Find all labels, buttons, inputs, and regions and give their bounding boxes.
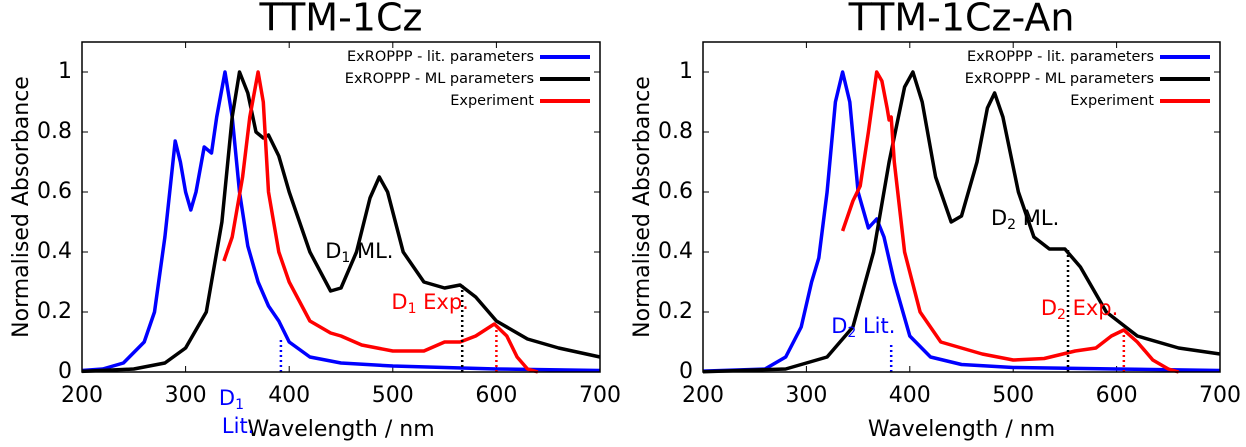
legend-label: ExROPPP - lit. parameters	[347, 49, 534, 65]
annotation: D2 ML.	[991, 206, 1059, 233]
annotation-text: D	[219, 386, 235, 410]
data-line	[81, 70, 601, 373]
x-axis-label: Wavelength / nm	[247, 417, 434, 442]
x-tick-label: 400	[889, 383, 931, 408]
annotation-suffix: Exp.	[1066, 296, 1118, 320]
x-tick-label: 500	[992, 383, 1034, 408]
annotation-sub: 1	[341, 250, 350, 266]
y-tick-label: 0.2	[658, 299, 693, 324]
y-tick-label: 0	[679, 359, 693, 384]
annotation: D2 Exp.	[1041, 296, 1118, 323]
annotation-sub: 1	[235, 397, 244, 413]
legend-label: Experiment	[450, 93, 534, 109]
x-tick-label: 600	[475, 383, 517, 408]
annotation-text: D	[991, 206, 1007, 230]
data-line	[702, 70, 1221, 373]
annotation-text: D	[391, 290, 407, 314]
annotation: D2 Lit.	[831, 314, 895, 341]
x-tick-label: 300	[165, 383, 207, 408]
chart-title: TTM-1Cz-An	[848, 0, 1075, 40]
annotation-suffix: Exp.	[416, 290, 468, 314]
x-tick-label: 600	[1096, 383, 1138, 408]
y-tick-label: 0.4	[658, 239, 693, 264]
data-line	[702, 70, 1221, 374]
x-tick-label: 400	[268, 383, 310, 408]
y-axis-label: Normalised Absorbance	[630, 76, 655, 338]
y-tick-label: 0.8	[37, 119, 72, 144]
annotation-text: D	[1041, 296, 1057, 320]
legend-label: ExROPPP - ML parameters	[965, 71, 1154, 87]
annotation-suffix: Lit.	[222, 414, 254, 438]
annotation-text: D	[831, 314, 847, 338]
annotation: D1 Exp.	[391, 290, 468, 317]
x-tick-label: 300	[785, 383, 827, 408]
annotation-sub: 2	[847, 325, 856, 341]
plot-frame	[81, 41, 601, 373]
x-tick-label: 200	[61, 383, 103, 408]
x-tick-label: 500	[372, 383, 414, 408]
annotation: D1 ML.	[325, 239, 393, 266]
x-axis-label: Wavelength / nm	[868, 417, 1055, 442]
annotation-sub: 1	[408, 301, 417, 317]
y-tick-label: 0	[58, 359, 72, 384]
data-line	[81, 70, 601, 374]
y-tick-label: 1	[58, 59, 72, 84]
plot-frame	[702, 41, 1221, 373]
legend-label: ExROPPP - ML parameters	[345, 71, 534, 87]
x-tick-label: 700	[1199, 383, 1241, 408]
x-tick-label: 200	[682, 383, 724, 408]
y-tick-label: 0.8	[658, 119, 693, 144]
x-tick-label: 700	[579, 383, 621, 408]
annotation: D1 Lit.	[219, 386, 254, 438]
annotation-sub: 2	[1057, 307, 1066, 323]
y-axis-label: Normalised Absorbance	[9, 76, 34, 338]
legend-label: Experiment	[1070, 93, 1154, 109]
y-tick-label: 0.6	[37, 179, 72, 204]
annotation-suffix: ML.	[1016, 206, 1059, 230]
y-tick-label: 0.6	[658, 179, 693, 204]
annotation-text: D	[325, 239, 341, 263]
legend-label: ExROPPP - lit. parameters	[967, 49, 1154, 65]
y-tick-label: 0.2	[37, 299, 72, 324]
annotation-suffix: Lit.	[856, 314, 895, 338]
y-tick-label: 0.4	[37, 239, 72, 264]
chart-title: TTM-1Cz	[259, 0, 423, 40]
data-line	[222, 70, 539, 374]
annotation-suffix: ML.	[350, 239, 393, 263]
y-tick-label: 1	[679, 59, 693, 84]
annotation-sub: 2	[1007, 217, 1016, 233]
